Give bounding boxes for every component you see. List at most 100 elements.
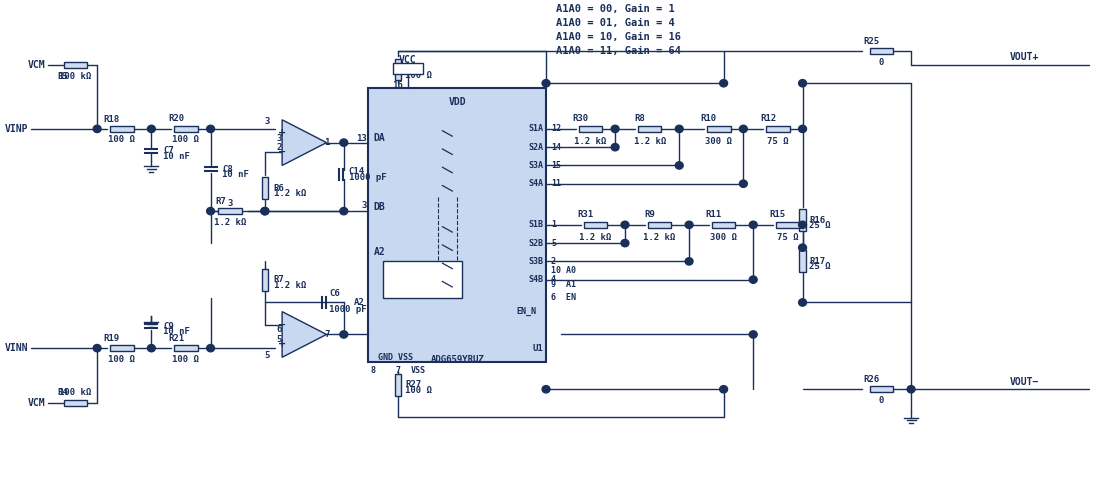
Circle shape — [749, 221, 757, 228]
Text: VCC: VCC — [399, 55, 417, 65]
Text: 5: 5 — [276, 335, 281, 344]
Text: R10: R10 — [701, 114, 717, 123]
Text: 3: 3 — [228, 200, 233, 208]
Text: R15: R15 — [770, 210, 786, 219]
Text: S1A: S1A — [528, 124, 543, 134]
Circle shape — [685, 258, 693, 265]
Circle shape — [621, 221, 629, 228]
Text: 100 Ω: 100 Ω — [405, 70, 431, 80]
Polygon shape — [283, 311, 326, 357]
Bar — [393, 63, 423, 74]
Text: VOUT−: VOUT− — [1010, 376, 1039, 387]
Text: 0: 0 — [879, 58, 884, 67]
Text: VDD: VDD — [449, 96, 466, 107]
Text: R27: R27 — [405, 380, 422, 389]
Circle shape — [749, 331, 757, 338]
Circle shape — [542, 80, 550, 87]
Text: S2A: S2A — [528, 143, 543, 152]
Text: 100 Ω: 100 Ω — [173, 135, 199, 144]
Circle shape — [339, 139, 348, 146]
Text: 100 Ω: 100 Ω — [108, 135, 135, 144]
Text: A2: A2 — [354, 298, 365, 307]
Text: C8: C8 — [222, 165, 233, 174]
Text: R16: R16 — [809, 216, 826, 225]
Text: R17: R17 — [809, 257, 826, 266]
Text: 10 A0: 10 A0 — [551, 266, 576, 275]
Circle shape — [207, 345, 215, 352]
Text: 11: 11 — [551, 179, 561, 188]
Text: 16: 16 — [392, 80, 403, 90]
Text: VINN: VINN — [4, 343, 28, 353]
Bar — [110, 345, 134, 351]
Circle shape — [739, 180, 747, 187]
Text: 3: 3 — [361, 201, 367, 210]
Text: 14: 14 — [551, 143, 561, 152]
Circle shape — [676, 125, 683, 133]
Text: 100 Ω: 100 Ω — [173, 355, 199, 363]
Circle shape — [798, 244, 807, 251]
Text: ADG659YRUZ: ADG659YRUZ — [430, 355, 484, 364]
Text: S2B: S2B — [528, 239, 543, 248]
Bar — [262, 177, 268, 199]
Bar — [647, 222, 671, 228]
Text: R20: R20 — [168, 114, 184, 123]
Text: 1.2 kΩ: 1.2 kΩ — [579, 233, 611, 242]
Text: A1A0 = 00, Gain = 1
A1A0 = 01, Gain = 4
A1A0 = 10, Gain = 16
A1A0 = 11, Gain = 6: A1A0 = 00, Gain = 1 A1A0 = 01, Gain = 4 … — [556, 4, 681, 56]
Text: 1.2 kΩ: 1.2 kΩ — [634, 137, 666, 146]
Circle shape — [798, 125, 807, 133]
Text: GND VSS: GND VSS — [378, 353, 413, 362]
Text: 6  EN: 6 EN — [551, 294, 576, 302]
Text: +: + — [277, 129, 286, 138]
Text: −: − — [277, 321, 286, 330]
Circle shape — [148, 125, 155, 133]
Text: R31: R31 — [577, 210, 593, 219]
Text: 9  A1: 9 A1 — [551, 280, 576, 289]
Bar — [766, 126, 789, 132]
Bar — [584, 222, 608, 228]
Bar — [174, 345, 198, 351]
Circle shape — [339, 331, 348, 338]
Text: 10 nF: 10 nF — [163, 152, 191, 161]
Circle shape — [621, 240, 629, 247]
Text: DB: DB — [373, 201, 385, 212]
Text: C6: C6 — [328, 289, 339, 298]
Text: S4A: S4A — [528, 179, 543, 188]
Text: S3B: S3B — [528, 257, 543, 266]
Text: 10 nF: 10 nF — [222, 170, 250, 179]
Bar — [64, 62, 88, 68]
Circle shape — [261, 207, 268, 215]
Circle shape — [798, 80, 807, 87]
Text: R12: R12 — [760, 114, 776, 123]
Bar — [712, 222, 736, 228]
Text: 1000 pF: 1000 pF — [328, 305, 367, 314]
Text: C9: C9 — [163, 321, 174, 331]
Text: 1.2 kΩ: 1.2 kΩ — [215, 217, 246, 227]
Text: 1: 1 — [551, 220, 556, 229]
Text: 75 Ω: 75 Ω — [768, 137, 788, 146]
Bar — [383, 261, 462, 298]
Bar — [799, 209, 806, 231]
Text: 2: 2 — [276, 143, 281, 152]
Bar — [776, 222, 799, 228]
Text: −: − — [277, 147, 286, 157]
Text: 5: 5 — [264, 351, 269, 360]
Text: 1.2 kΩ: 1.2 kΩ — [274, 189, 306, 198]
Text: 100 Ω: 100 Ω — [108, 355, 135, 363]
Bar — [637, 126, 661, 132]
Text: C14: C14 — [348, 167, 365, 176]
Text: 13: 13 — [356, 134, 367, 143]
Text: R9: R9 — [644, 210, 655, 219]
Circle shape — [676, 162, 683, 169]
Text: VCM: VCM — [28, 398, 46, 408]
Text: 0: 0 — [879, 396, 884, 405]
Polygon shape — [283, 120, 326, 165]
Text: R7: R7 — [215, 197, 226, 206]
Text: R19: R19 — [104, 334, 120, 343]
Text: 1.2 kΩ: 1.2 kΩ — [274, 281, 306, 290]
Text: 8: 8 — [371, 366, 376, 375]
Bar — [110, 126, 134, 132]
Bar — [395, 374, 401, 396]
Text: 100 kΩ: 100 kΩ — [59, 72, 92, 81]
Text: 300 Ω: 300 Ω — [711, 233, 737, 242]
Bar — [262, 268, 268, 291]
